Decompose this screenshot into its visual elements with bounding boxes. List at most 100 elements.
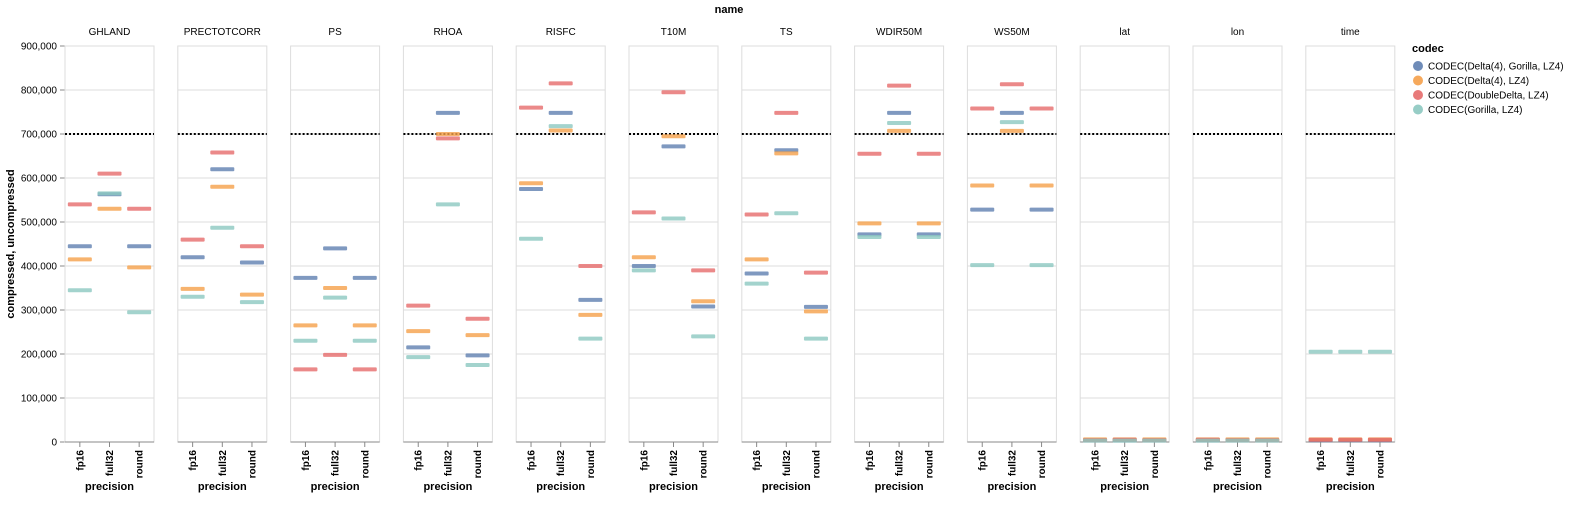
data-tick xyxy=(1029,106,1054,111)
x-axis-title: precision xyxy=(311,481,360,493)
facet-title: RISFC xyxy=(546,27,576,38)
data-tick xyxy=(406,329,431,334)
data-tick xyxy=(803,304,828,309)
data-tick xyxy=(67,257,92,262)
data-tick xyxy=(519,187,544,191)
y-tick-label: 100,000 xyxy=(21,394,58,405)
data-tick xyxy=(210,184,235,189)
facet-frame xyxy=(290,45,381,443)
facet-frame xyxy=(854,45,945,443)
x-axis-title: precision xyxy=(762,481,811,493)
data-tick xyxy=(67,288,92,293)
data-tick xyxy=(180,237,205,242)
data-tick xyxy=(465,316,490,321)
x-tick-label: fp16 xyxy=(1203,450,1214,471)
x-tick-label: fp16 xyxy=(301,450,312,471)
y-tick-label: 0 xyxy=(51,438,57,449)
legend-label: CODEC(DoubleDelta, LZ4) xyxy=(1428,91,1549,102)
x-axis-title: precision xyxy=(1213,481,1262,493)
data-tick xyxy=(1142,438,1167,443)
data-tick xyxy=(1338,349,1363,354)
x-tick-label: round xyxy=(586,450,597,478)
data-tick xyxy=(774,211,799,216)
legend-label: CODEC(Delta(4), Gorilla, LZ4) xyxy=(1428,62,1564,73)
data-tick xyxy=(744,271,769,276)
y-tick-label: 300,000 xyxy=(21,306,58,317)
x-axis-title: precision xyxy=(423,481,472,493)
data-tick xyxy=(352,275,377,280)
facet-title: PS xyxy=(328,27,342,38)
facet-frame xyxy=(177,45,268,443)
data-tick xyxy=(744,212,769,217)
x-tick-label: round xyxy=(1150,450,1161,478)
data-tick xyxy=(661,134,686,139)
data-tick xyxy=(1255,438,1280,443)
data-tick xyxy=(180,294,205,299)
data-tick xyxy=(239,292,264,297)
x-tick-label: fp16 xyxy=(1091,450,1102,471)
data-tick xyxy=(406,345,431,350)
data-tick xyxy=(1029,183,1054,188)
data-tick xyxy=(323,295,348,300)
data-tick xyxy=(1338,437,1363,442)
data-tick xyxy=(631,264,656,268)
x-tick-label: full32 xyxy=(443,450,454,477)
data-tick xyxy=(180,255,205,260)
data-tick xyxy=(323,286,348,290)
data-tick xyxy=(548,110,573,115)
data-tick xyxy=(210,150,235,155)
data-tick xyxy=(548,128,573,133)
facet-frame xyxy=(402,45,493,443)
data-tick xyxy=(127,244,152,249)
y-axis-title: compressed, uncompressed xyxy=(5,169,17,318)
x-tick-label: full32 xyxy=(669,450,680,477)
data-tick xyxy=(1112,438,1137,443)
facet-title: T10M xyxy=(661,27,687,38)
facet-frame xyxy=(966,45,1057,443)
data-tick xyxy=(127,310,152,315)
y-tick-label: 600,000 xyxy=(21,174,58,185)
data-tick xyxy=(1195,438,1220,443)
data-tick xyxy=(887,110,912,115)
x-tick-label: fp16 xyxy=(188,450,199,471)
data-tick xyxy=(857,151,882,156)
data-tick xyxy=(631,255,656,260)
data-tick xyxy=(691,304,716,309)
data-tick xyxy=(239,300,264,305)
x-tick-label: full32 xyxy=(218,450,229,477)
legend-swatch xyxy=(1413,75,1423,86)
data-tick xyxy=(744,281,769,286)
x-tick-label: round xyxy=(1037,450,1048,478)
data-tick xyxy=(774,148,799,153)
x-tick-label: full32 xyxy=(1233,450,1244,477)
data-tick xyxy=(970,183,995,188)
x-tick-label: round xyxy=(360,450,371,478)
facet-frame xyxy=(628,45,719,443)
data-tick xyxy=(578,264,603,268)
data-tick xyxy=(465,363,490,367)
facet-title: TS xyxy=(780,27,793,38)
x-tick-label: fp16 xyxy=(414,450,425,471)
x-axis-title: precision xyxy=(85,481,134,493)
data-tick xyxy=(1308,437,1333,442)
x-tick-label: fp16 xyxy=(752,450,763,471)
data-tick xyxy=(857,234,882,239)
data-tick xyxy=(803,309,828,314)
data-tick xyxy=(180,286,205,291)
data-tick xyxy=(465,353,490,358)
facet-title: lat xyxy=(1119,27,1130,38)
data-tick xyxy=(239,244,264,249)
data-tick xyxy=(970,207,995,212)
y-tick-label: 500,000 xyxy=(21,218,58,229)
data-tick xyxy=(210,167,235,172)
data-tick xyxy=(435,136,460,141)
x-tick-label: full32 xyxy=(782,450,793,477)
x-tick-label: full32 xyxy=(556,450,567,477)
x-tick-label: round xyxy=(924,450,935,478)
data-tick xyxy=(578,336,603,341)
y-tick-label: 700,000 xyxy=(21,130,58,141)
data-tick xyxy=(293,323,318,328)
data-tick xyxy=(97,171,122,176)
data-tick xyxy=(519,105,544,110)
